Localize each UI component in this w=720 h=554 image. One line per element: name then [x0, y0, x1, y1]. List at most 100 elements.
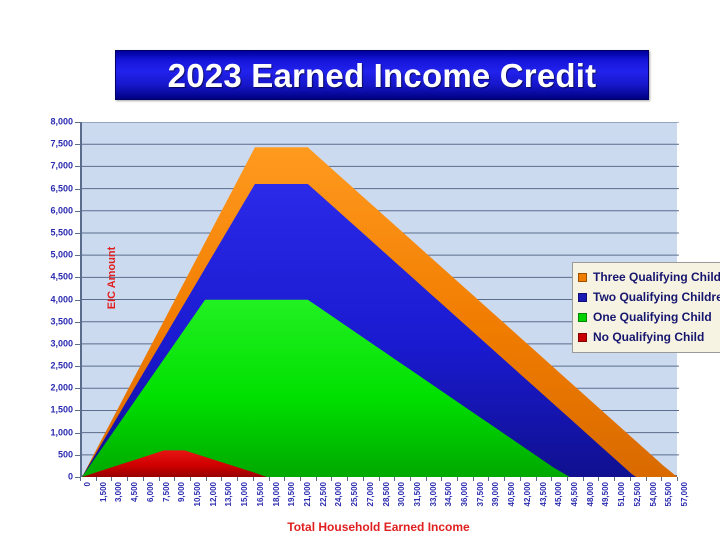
y-tick-label: 7,500: [50, 138, 73, 149]
x-tick-label: 7,500: [161, 482, 171, 503]
x-tick-label: 4,500: [130, 482, 140, 503]
x-tick-label: 37,500: [475, 482, 485, 507]
x-tick-label: 6,000: [145, 482, 155, 503]
x-tick-label: 30,000: [397, 482, 407, 507]
legend-label: One Qualifying Child: [593, 310, 712, 324]
y-tick-mark: [75, 343, 80, 345]
x-tick-mark: [127, 477, 129, 481]
x-tick-mark: [441, 477, 443, 481]
x-tick-mark: [504, 477, 506, 481]
y-tick-mark: [75, 144, 80, 146]
y-tick-label: 0: [67, 471, 73, 482]
x-tick-label: 15,000: [240, 482, 250, 507]
x-tick-label: 52,500: [632, 482, 642, 507]
x-tick-label: 40,500: [507, 482, 517, 507]
area-series: [82, 450, 679, 477]
x-tick-mark: [221, 477, 223, 481]
x-tick-mark: [315, 477, 317, 481]
x-tick-label: 51,000: [617, 482, 627, 507]
x-tick-mark: [598, 477, 600, 481]
x-tick-label: 22,500: [318, 482, 328, 507]
legend-label: No Qualifying Child: [593, 330, 705, 344]
chart-title-banner: 2023 Earned Income Credit: [115, 50, 649, 100]
x-tick-mark: [142, 477, 144, 481]
x-tick-mark: [347, 477, 349, 481]
x-tick-mark: [158, 477, 160, 481]
x-tick-mark: [535, 477, 537, 481]
x-tick-mark: [237, 477, 239, 481]
legend-item-no-qualifying-child[interactable]: No Qualifying Child: [578, 327, 720, 347]
x-tick-label: 46,500: [570, 482, 580, 507]
x-tick-mark: [95, 477, 97, 481]
x-tick-label: 49,500: [601, 482, 611, 507]
y-tick-label: 3,500: [50, 316, 73, 327]
y-tick-label: 5,000: [50, 249, 73, 260]
x-tick-label: 9,000: [177, 482, 187, 503]
x-tick-label: 3,000: [114, 482, 124, 503]
x-tick-label: 57,000: [680, 482, 689, 507]
x-tick-label: 10,500: [192, 482, 202, 507]
y-tick-label: 6,000: [50, 205, 73, 216]
y-tick-label: 2,500: [50, 360, 73, 371]
legend-swatch-icon: [578, 332, 587, 342]
x-tick-label: 24,000: [334, 482, 344, 507]
y-tick-mark: [75, 366, 80, 368]
x-tick-mark: [425, 477, 427, 481]
legend-swatch-icon: [578, 272, 587, 282]
x-tick-label: 21,000: [302, 482, 312, 507]
y-tick-mark: [75, 255, 80, 257]
x-tick-label: 28,500: [381, 482, 391, 507]
x-tick-mark: [645, 477, 647, 481]
y-tick-label: 4,500: [50, 271, 73, 282]
legend-label: Three Qualifying Children: [593, 270, 720, 284]
x-tick-label: 42,000: [522, 482, 532, 507]
y-tick-mark: [75, 477, 80, 478]
x-tick-mark: [205, 477, 207, 481]
y-tick-label: 3,000: [50, 338, 73, 349]
x-tick-mark: [567, 477, 569, 481]
chart-container: 0 500 1,000 1,500 2,000 2,500 3,000 3,500 4,000 4…: [50, 117, 720, 534]
legend-item-three-qualifying-children[interactable]: Three Qualifying Children: [578, 267, 720, 287]
x-tick-mark: [284, 477, 286, 481]
x-tick-label: 16,500: [255, 482, 265, 507]
y-tick-mark: [75, 277, 80, 279]
y-tick-mark: [75, 388, 80, 390]
y-tick-mark: [75, 166, 80, 168]
x-tick-label: 13,500: [224, 482, 234, 507]
y-tick-label: 4,000: [50, 294, 73, 304]
y-tick-label: 5,500: [50, 227, 73, 238]
x-tick-label: 25,500: [350, 482, 360, 507]
x-tick-mark: [519, 477, 521, 481]
x-tick-label: 39,000: [491, 482, 501, 507]
x-tick-mark: [551, 477, 553, 481]
x-tick-label: 54,000: [648, 482, 658, 507]
legend-item-one-qualifying-child[interactable]: One Qualifying Child: [578, 307, 720, 327]
y-tick-mark: [75, 210, 80, 212]
y-tick-mark: [75, 232, 80, 234]
legend-item-two-qualifying-children[interactable]: Two Qualifying Children: [578, 287, 720, 307]
y-tick-label: 1,000: [50, 427, 73, 438]
y-tick-mark: [75, 122, 80, 123]
x-tick-mark: [409, 477, 411, 481]
x-tick-mark: [629, 477, 631, 481]
x-tick-label: 12,000: [208, 482, 218, 507]
y-tick-mark: [75, 321, 80, 323]
area-series: [82, 299, 679, 477]
x-tick-mark: [111, 477, 113, 481]
x-tick-mark: [174, 477, 176, 481]
x-axis-title: Total Household Earned Income: [287, 520, 470, 534]
legend-swatch-icon: [578, 292, 587, 302]
x-tick-label: 1,500: [98, 482, 108, 503]
y-tick-label: 500: [57, 449, 73, 460]
x-tick-mark: [378, 477, 380, 481]
x-tick-mark: [80, 477, 81, 481]
y-tick-mark: [75, 299, 80, 301]
x-tick-mark: [661, 477, 663, 481]
x-tick-mark: [394, 477, 396, 481]
series-layer: [82, 147, 679, 477]
x-tick-mark: [189, 477, 191, 481]
x-tick-label: 43,500: [538, 482, 548, 507]
y-tick-label: 8,000: [50, 116, 73, 127]
y-axis-title: EIC Amount: [106, 246, 118, 310]
